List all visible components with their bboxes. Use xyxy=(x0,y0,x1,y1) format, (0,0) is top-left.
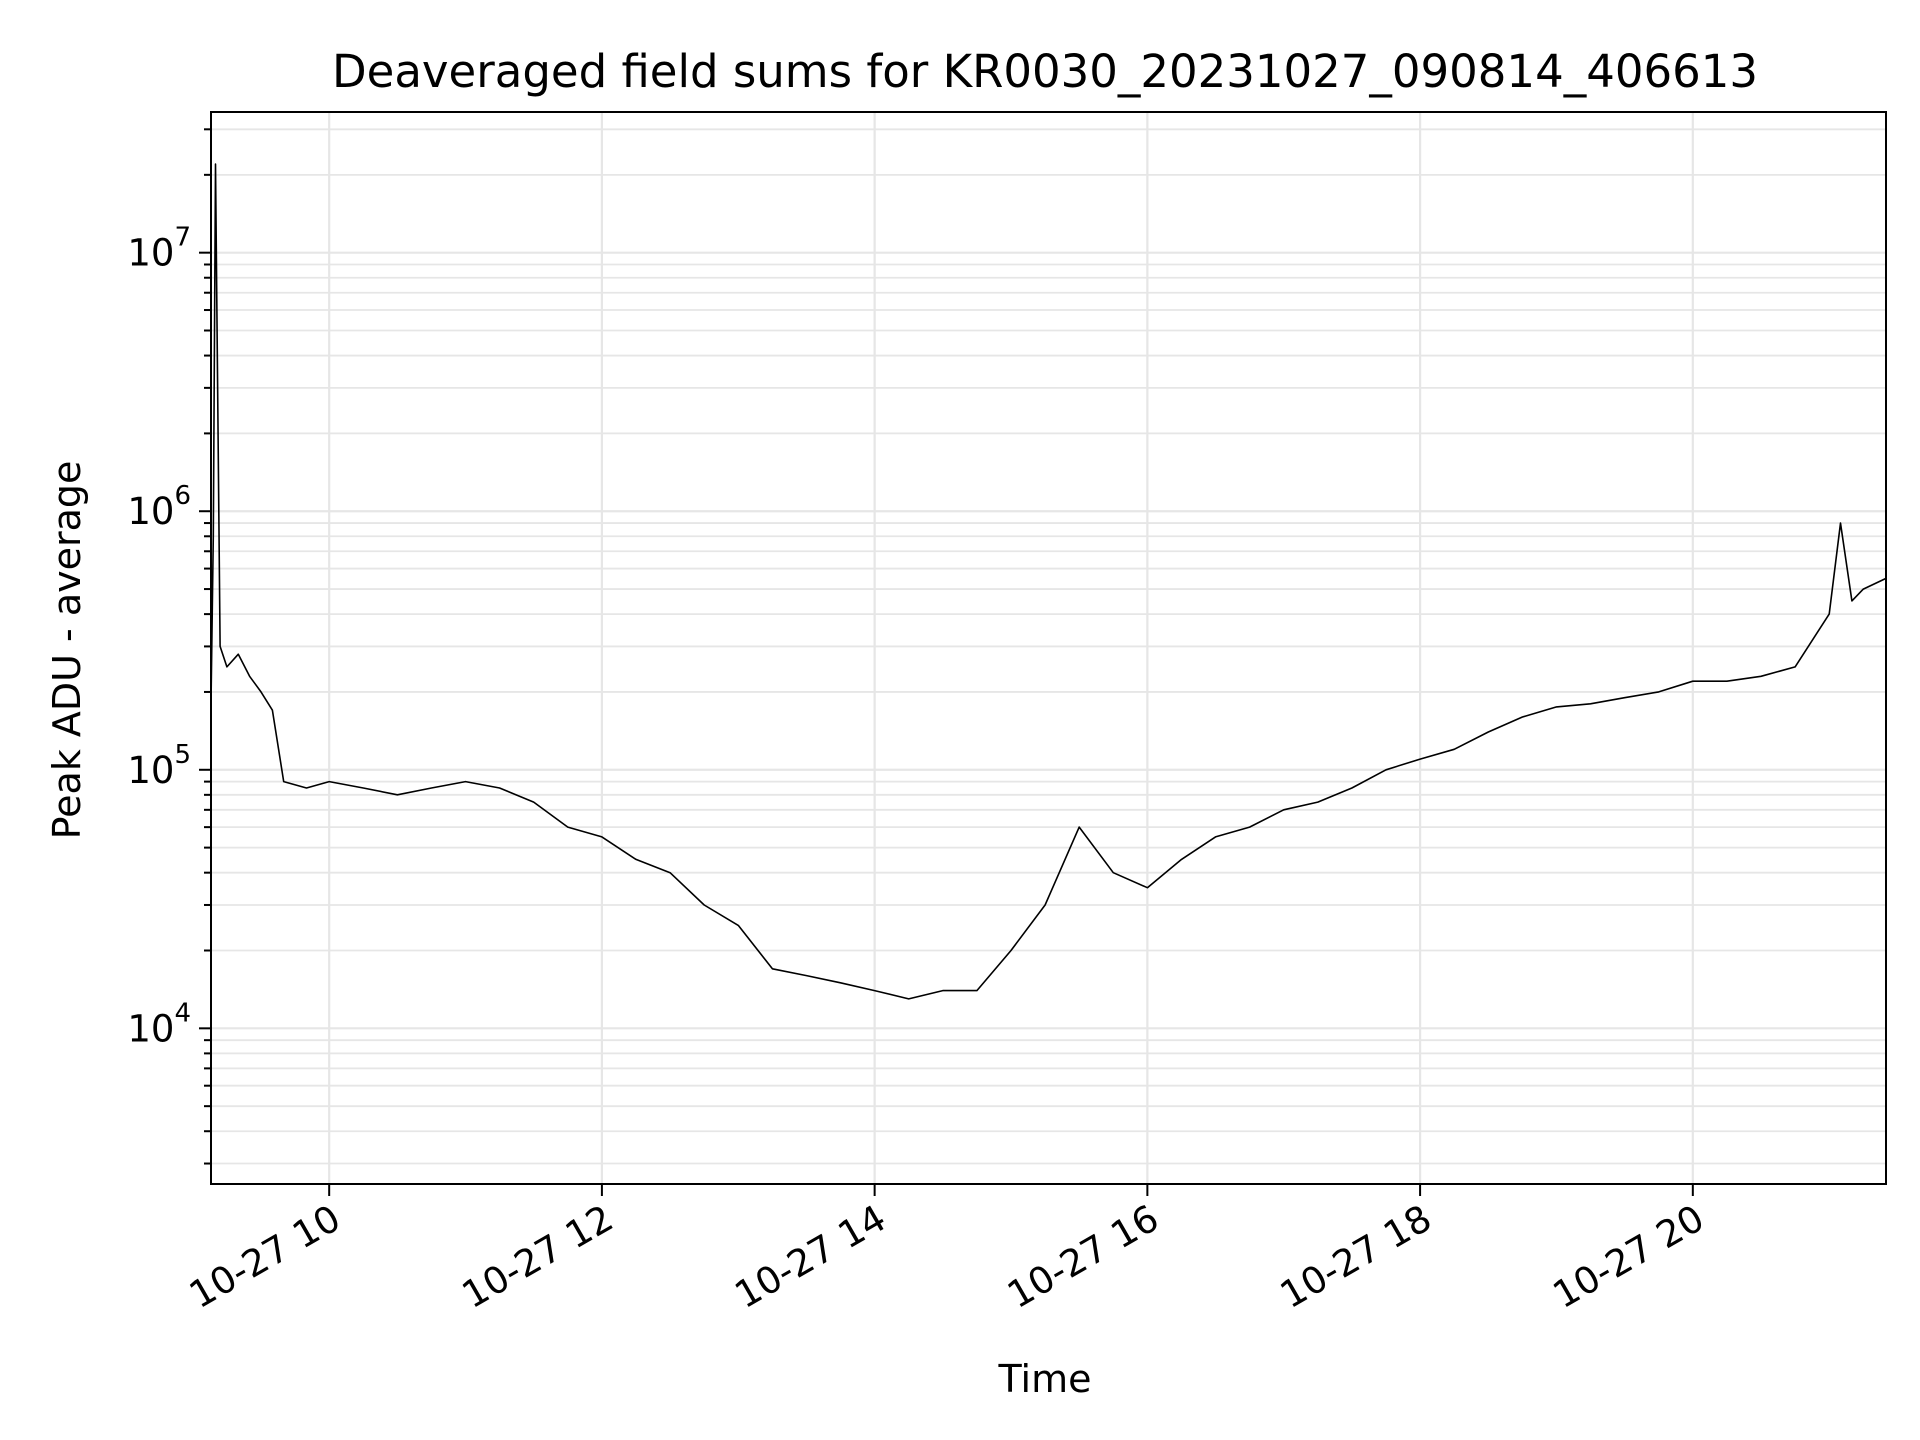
y-tick-base: 10 xyxy=(127,490,174,533)
y-tick-exponent: 7 xyxy=(174,223,191,253)
y-tick-label: 106 xyxy=(127,481,191,533)
y-tick-base: 10 xyxy=(127,749,174,792)
series-line-0 xyxy=(210,163,1887,1000)
y-tick-base: 10 xyxy=(127,232,174,275)
y-tick-label: 104 xyxy=(127,998,191,1050)
y-axis-label: Peak ADU - average xyxy=(45,461,89,840)
x-axis-label: Time xyxy=(998,1357,1092,1401)
grid xyxy=(211,112,1886,1184)
y-tick-exponent: 5 xyxy=(174,740,191,770)
y-tick-label: 105 xyxy=(127,740,191,792)
y-tick-exponent: 4 xyxy=(174,998,191,1028)
y-tick-exponent: 6 xyxy=(174,481,191,511)
series-layer xyxy=(210,163,1887,1000)
y-tick-label: 107 xyxy=(127,223,191,275)
plot-frame xyxy=(210,111,1887,1185)
chart-title: Deaveraged field sums for KR0030_2023102… xyxy=(332,45,1758,98)
y-tick-base: 10 xyxy=(127,1007,174,1050)
